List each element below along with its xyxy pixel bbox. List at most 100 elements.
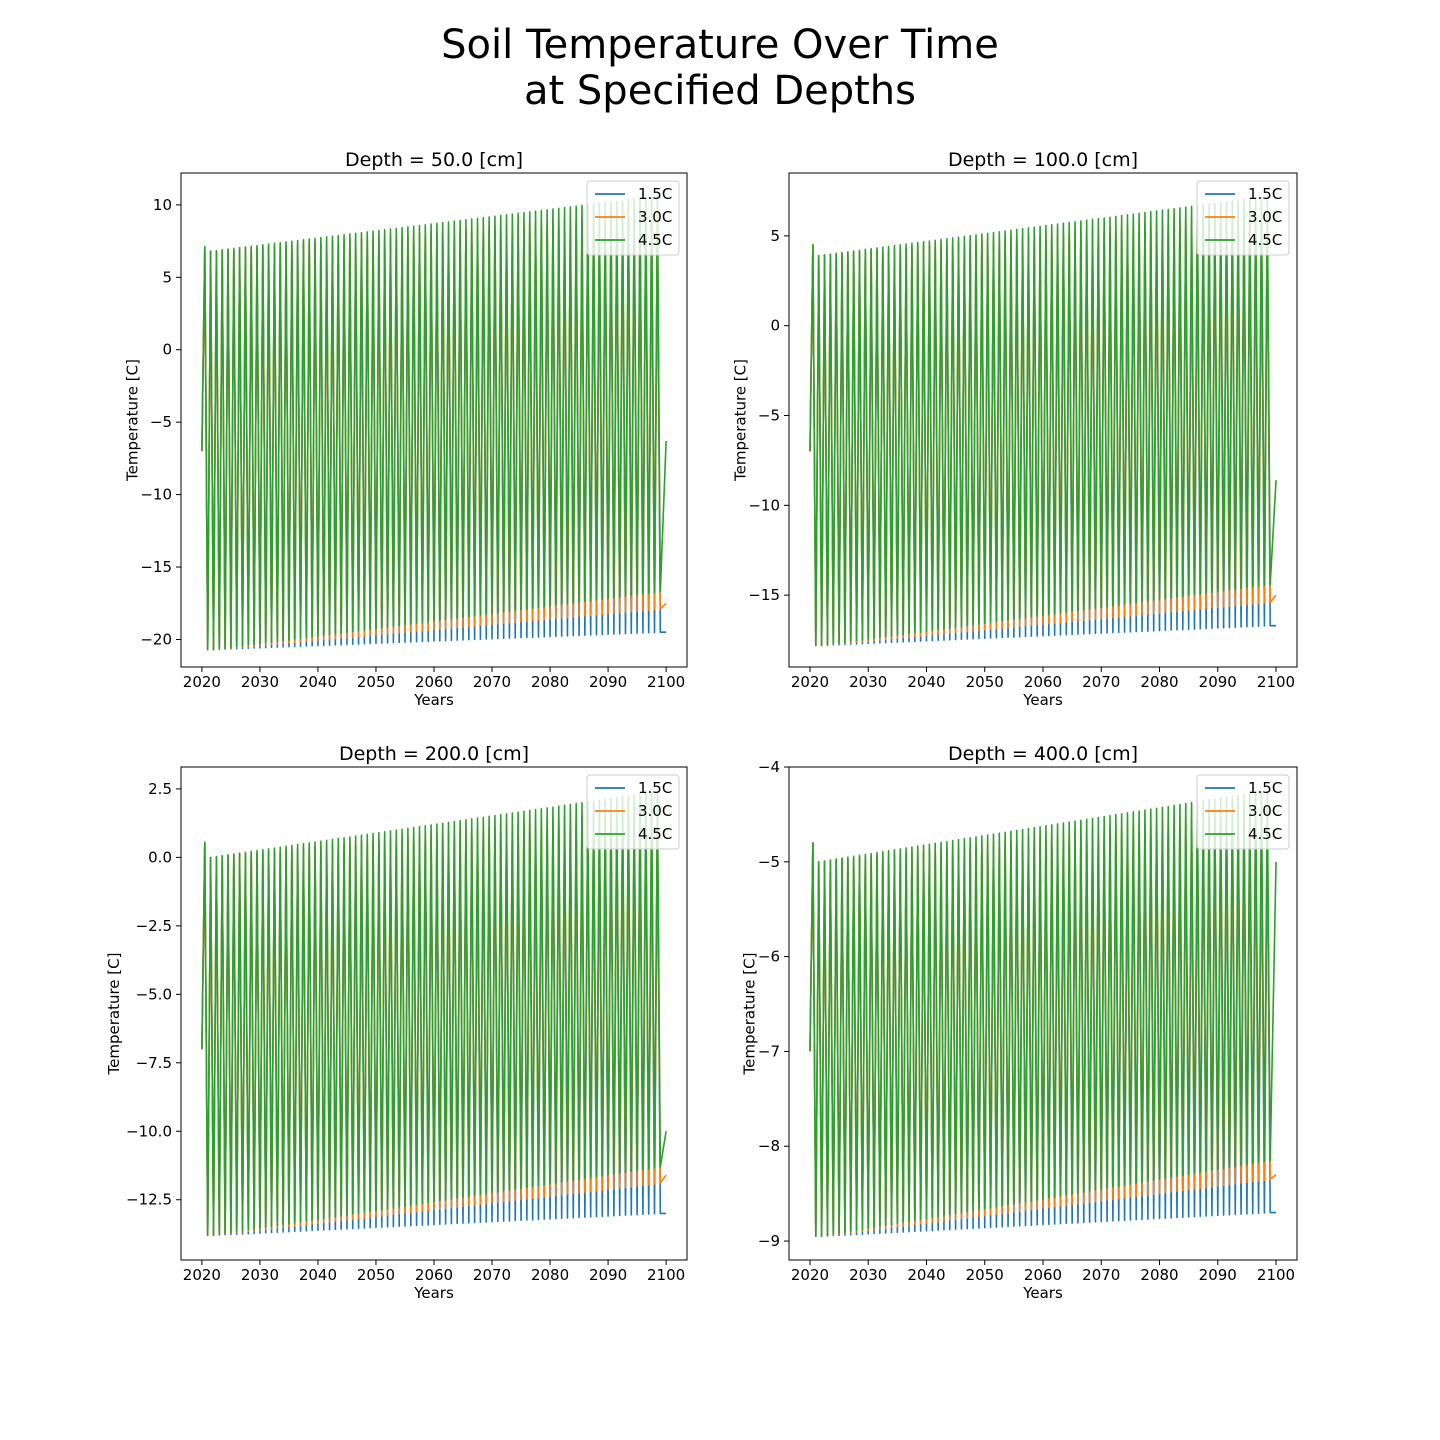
x-tick-label: 2060 [415, 1266, 453, 1284]
x-axis-label: Years [413, 691, 454, 709]
x-tick-label: 2060 [1024, 1266, 1062, 1284]
series-line-4.5C [809, 195, 1277, 647]
chart-panel-4: 2020 2030 2040 2050 2060 2070 2080 2090 2100 −9 −8… [741, 743, 1298, 1302]
subplot-title: Depth = 50.0 [cm] [345, 149, 523, 171]
legend: 1.5C 3.0C 4.5C [586, 180, 680, 256]
series-line-4.5C [201, 790, 667, 1237]
x-tick-label: 2070 [1082, 1266, 1120, 1284]
y-tick-label: −5 [758, 853, 780, 871]
y-tick-label: −9 [758, 1232, 780, 1250]
y-tick-label: 10 [153, 196, 172, 214]
y-tick-label: −8 [758, 1137, 780, 1155]
legend-label: 3.0C [1248, 802, 1282, 820]
x-tick-label: 2020 [183, 673, 221, 691]
x-tick-label: 2050 [966, 673, 1004, 691]
legend-box [1196, 774, 1290, 850]
x-tick-label: 2020 [183, 1266, 221, 1284]
x-tick-label: 2100 [1257, 1266, 1295, 1284]
x-tick-label: 2070 [473, 1266, 511, 1284]
y-tick-label: −6 [758, 948, 780, 966]
chart-panel-3: 2020 2030 2040 2050 2060 2070 2080 2090 2100 −12.… [105, 743, 688, 1302]
legend: 1.5C 3.0C 4.5C [586, 774, 680, 850]
y-tick-label: −5 [758, 407, 780, 425]
y-tick-label: −12.5 [126, 1191, 172, 1209]
x-tick-label: 2040 [907, 673, 945, 691]
subplot-title: Depth = 100.0 [cm] [948, 149, 1138, 171]
figure-title: Soil Temperature Over Time at Specified … [0, 22, 1440, 114]
legend-label: 3.0C [1248, 208, 1282, 226]
y-tick-label: 2.5 [148, 780, 172, 798]
x-tick-label: 2030 [849, 673, 887, 691]
x-tick-label: 2100 [647, 1266, 685, 1284]
x-tick-label: 2080 [531, 1266, 569, 1284]
x-tick-label: 2020 [791, 1266, 829, 1284]
y-tick-label: −10.0 [126, 1122, 172, 1140]
x-tick-label: 2080 [531, 673, 569, 691]
x-axis-label: Years [1022, 691, 1063, 709]
figure-title-line-1: Soil Temperature Over Time [441, 22, 999, 68]
x-tick-label: 2090 [589, 673, 627, 691]
x-tick-label: 2050 [357, 1266, 395, 1284]
series-line-4.5C [809, 789, 1277, 1238]
legend-box [586, 774, 680, 850]
x-axis-label: Years [1022, 1284, 1063, 1302]
x-tick-label: 2050 [357, 673, 395, 691]
legend: 1.5C 3.0C 4.5C [1196, 180, 1290, 256]
y-axis-label: Temperature [C] [731, 359, 749, 482]
x-tick-label: 2040 [299, 1266, 337, 1284]
y-axis-label: Temperature [C] [123, 359, 141, 482]
y-tick-label: 0 [162, 341, 172, 359]
y-axis-label: Temperature [C] [105, 953, 123, 1076]
y-tick-label: −7.5 [136, 1054, 172, 1072]
y-tick-label: −15 [140, 558, 172, 576]
x-tick-label: 2090 [1199, 673, 1237, 691]
x-tick-label: 2020 [791, 673, 829, 691]
x-tick-label: 2100 [647, 673, 685, 691]
y-tick-label: 5 [162, 268, 172, 286]
legend-label: 1.5C [1248, 779, 1282, 797]
y-tick-label: −2.5 [136, 917, 172, 935]
subplot-title: Depth = 200.0 [cm] [339, 743, 529, 765]
x-tick-label: 2070 [1082, 673, 1120, 691]
x-tick-label: 2060 [415, 673, 453, 691]
legend-box [586, 180, 680, 256]
legend-label: 1.5C [1248, 185, 1282, 203]
y-tick-label: −20 [140, 630, 172, 648]
chart-panel-1: 2020 2030 2040 2050 2060 2070 2080 2090 2100 −20 −… [123, 149, 688, 709]
y-tick-label: −4 [758, 758, 780, 776]
legend-box [1196, 180, 1290, 256]
x-tick-label: 2080 [1140, 673, 1178, 691]
legend-label: 3.0C [638, 208, 672, 226]
x-tick-label: 2080 [1140, 1266, 1178, 1284]
y-tick-label: −10 [140, 486, 172, 504]
legend-label: 4.5C [1248, 231, 1282, 249]
x-tick-label: 2090 [1199, 1266, 1237, 1284]
x-tick-label: 2100 [1257, 673, 1295, 691]
y-axis-label: Temperature [C] [741, 953, 759, 1076]
y-tick-label: 0 [770, 317, 780, 335]
legend-label: 3.0C [638, 802, 672, 820]
y-tick-label: −7 [758, 1042, 780, 1060]
chart-panel-2: 2020 2030 2040 2050 2060 2070 2080 2090 2100 −15 −… [731, 149, 1298, 709]
x-tick-label: 2030 [241, 673, 279, 691]
y-tick-label: 0.0 [148, 848, 172, 866]
y-tick-label: −15 [748, 586, 780, 604]
x-tick-label: 2040 [299, 673, 337, 691]
subplot-title: Depth = 400.0 [cm] [948, 743, 1138, 765]
x-tick-label: 2070 [473, 673, 511, 691]
legend-label: 1.5C [638, 779, 672, 797]
y-tick-label: −5 [150, 413, 172, 431]
x-tick-label: 2050 [966, 1266, 1004, 1284]
figure-title-line-2: at Specified Depths [524, 68, 916, 114]
x-tick-label: 2030 [849, 1266, 887, 1284]
y-tick-label: 5 [770, 227, 780, 245]
legend-label: 4.5C [1248, 825, 1282, 843]
legend: 1.5C 3.0C 4.5C [1196, 774, 1290, 850]
legend-label: 1.5C [638, 185, 672, 203]
series-line-4.5C [201, 195, 667, 651]
y-tick-label: −5.0 [136, 985, 172, 1003]
x-tick-label: 2090 [589, 1266, 627, 1284]
x-axis-label: Years [413, 1284, 454, 1302]
y-tick-label: −10 [748, 496, 780, 514]
